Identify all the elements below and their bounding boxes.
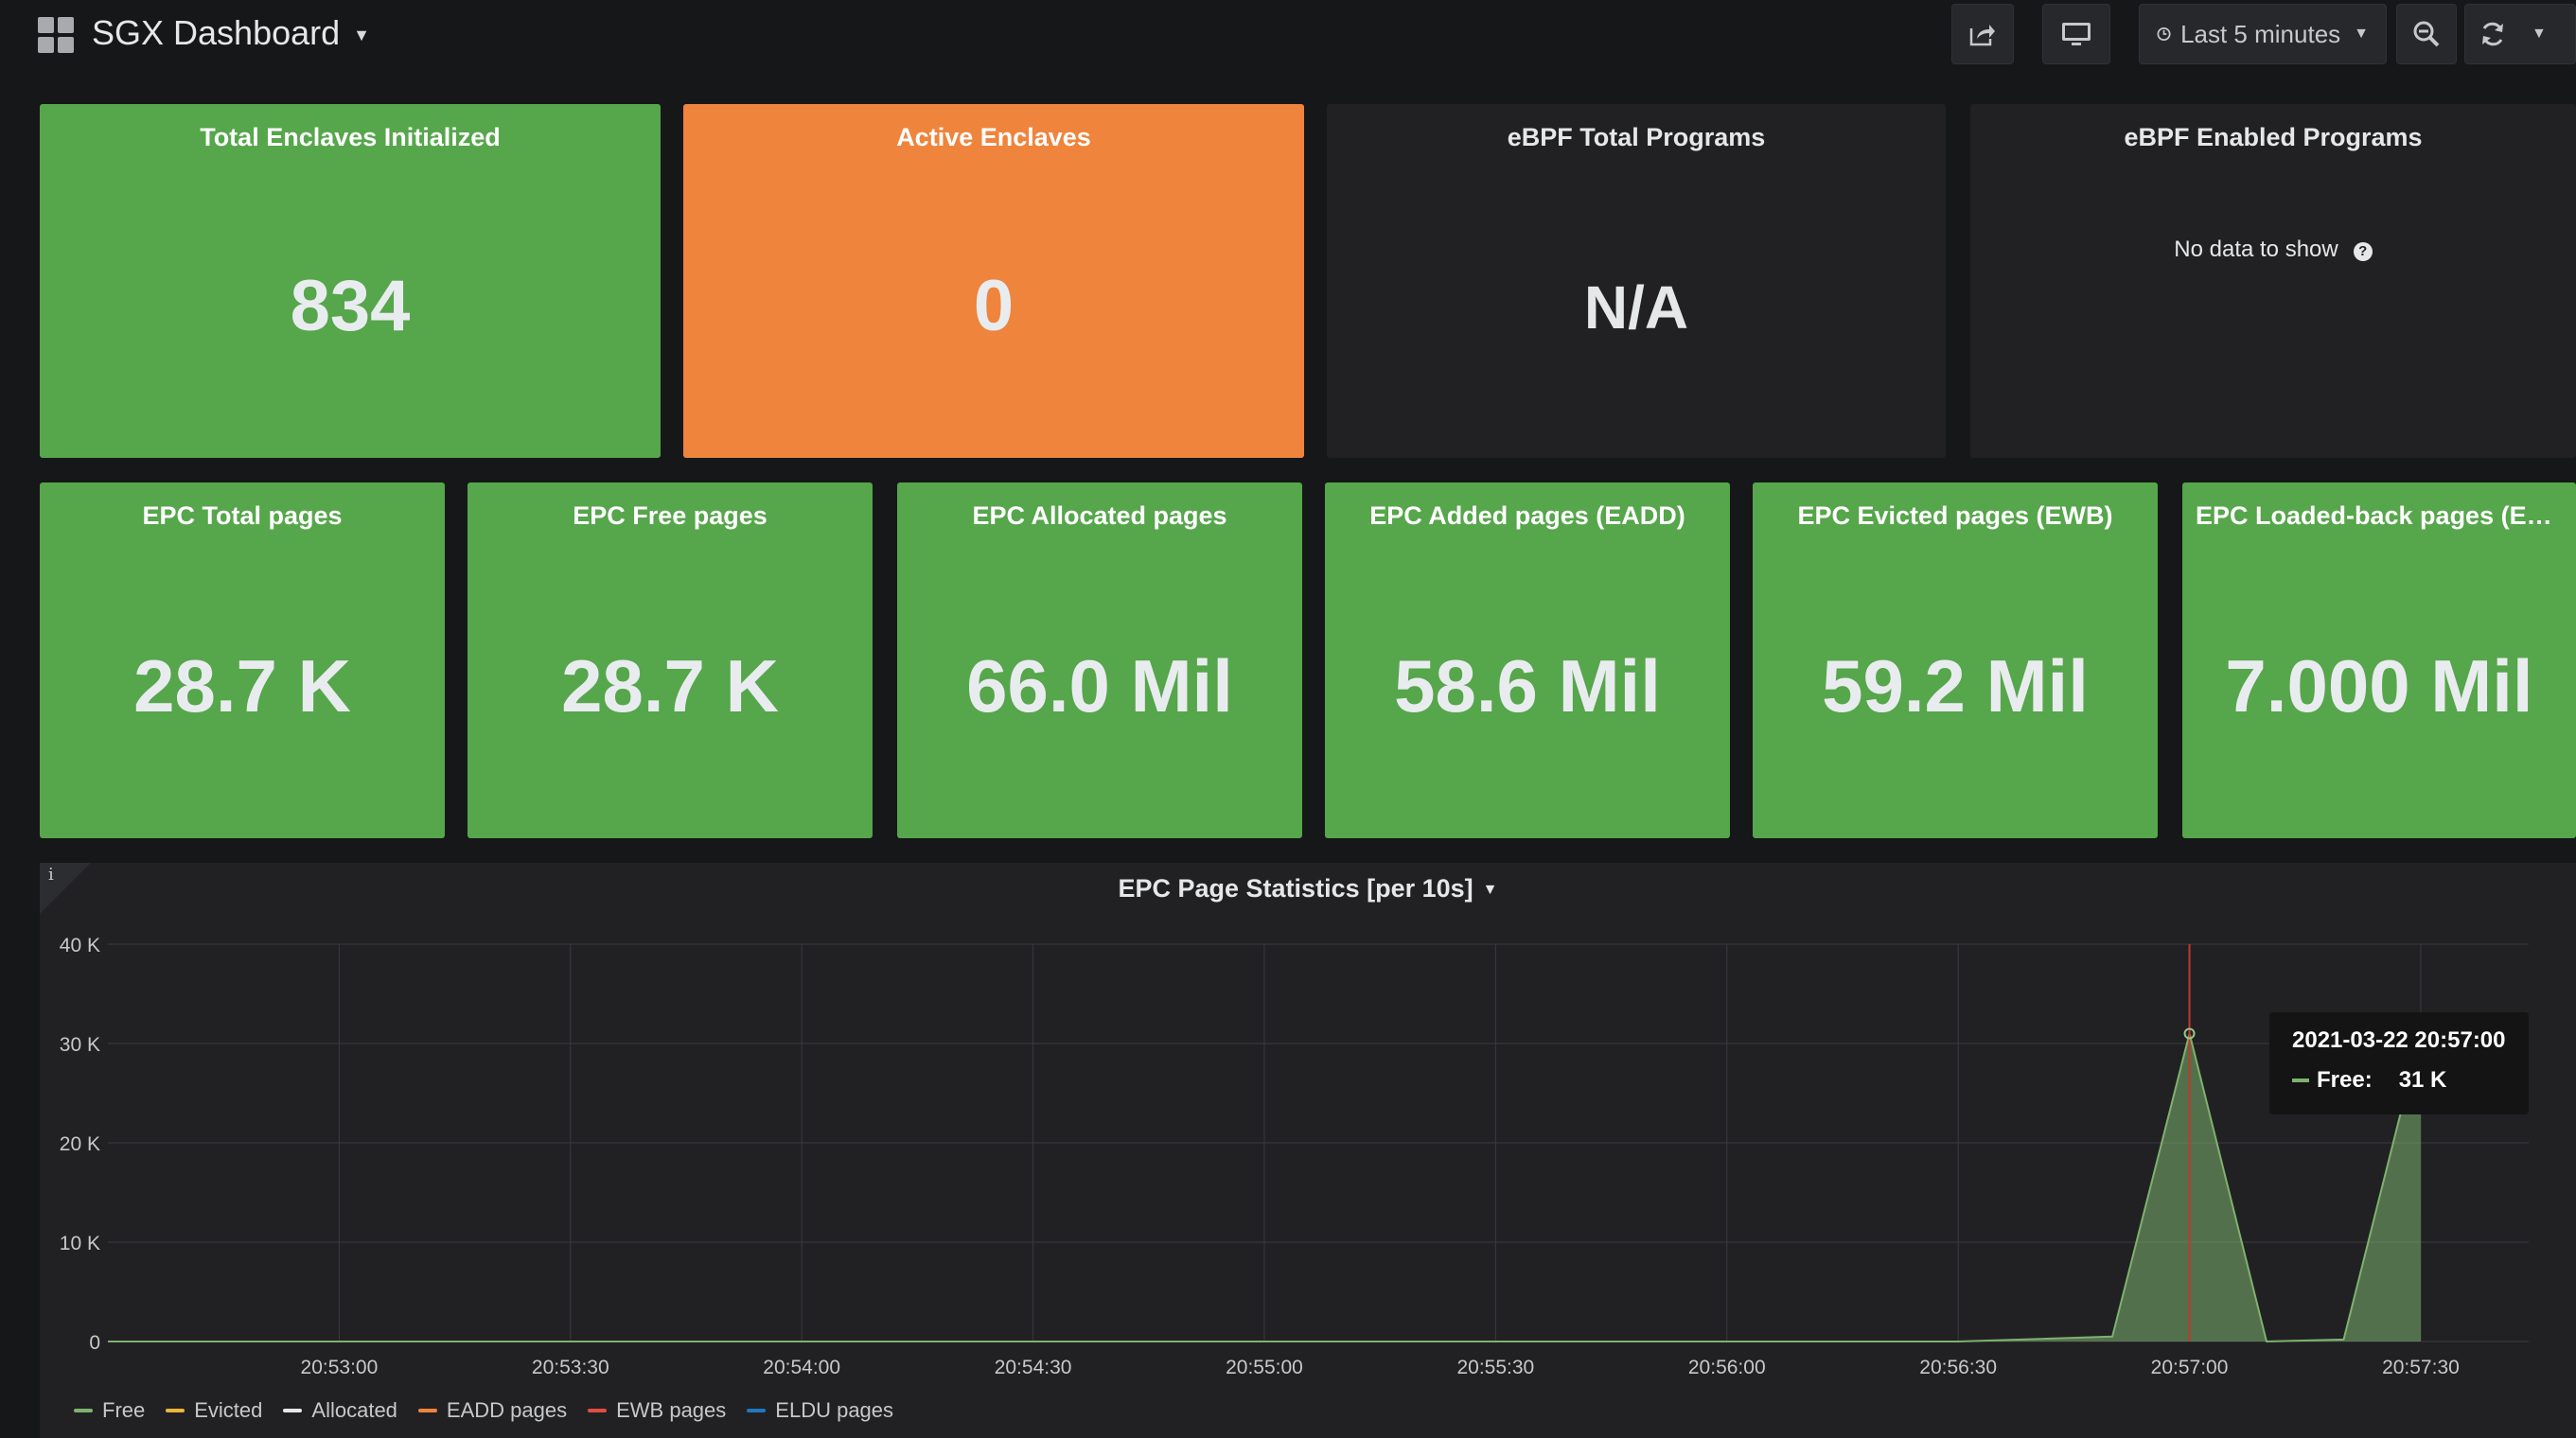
x-tick-label: 20:56:30	[1919, 1357, 1997, 1378]
x-tick-label: 20:56:00	[1688, 1357, 1766, 1378]
chevron-down-icon: ▼	[2354, 26, 2369, 42]
legend-label: ELDU pages	[775, 1398, 894, 1422]
stat-value: 28.7 K	[561, 644, 779, 728]
panel-title: Total Enclaves Initialized	[200, 123, 501, 151]
caret-down-icon: ▼	[1482, 882, 1498, 898]
legend-label: Free	[102, 1398, 146, 1422]
clock-icon	[2157, 26, 2171, 42]
panel-title: EPC Evicted pages (EWB)	[1797, 501, 2113, 530]
x-tick-label: 20:57:30	[2382, 1357, 2460, 1378]
panel-title: EPC Loaded-back pages (EL...	[2196, 501, 2564, 530]
graph-legend: Free Evicted Allocated EADD pages EWB pages E…	[74, 1398, 893, 1423]
stat-panel-epc-free-pages[interactable]: EPC Free pages 28.7 K	[468, 482, 873, 838]
stat-value: 59.2 Mil	[1822, 644, 2089, 728]
graph-tooltip: 2021-03-22 20:57:00 Free: 31 K	[2269, 1012, 2529, 1114]
x-tick-label: 20:55:00	[1226, 1357, 1303, 1378]
legend-swatch	[166, 1409, 185, 1412]
panel-title: EPC Free pages	[573, 501, 768, 530]
legend-item[interactable]: Evicted	[166, 1398, 262, 1423]
legend-label: EADD pages	[446, 1398, 568, 1422]
stat-panel-active-enclaves[interactable]: Active Enclaves 0	[683, 104, 1304, 458]
panel-title: eBPF Total Programs	[1507, 123, 1766, 151]
caret-down-icon: ▼	[353, 25, 370, 44]
question-circle-icon[interactable]: ?	[2353, 242, 2373, 261]
tooltip-series-value: 31 K	[2398, 1067, 2447, 1093]
graph-panel-epc-page-statistics[interactable]: i EPC Page Statistics [per 10s] ▼ 0 10 K 20…	[40, 863, 2576, 1438]
panel-title: EPC Total pages	[142, 501, 343, 530]
x-tick-label: 20:53:00	[301, 1357, 379, 1378]
stat-panel-ebpf-enabled-programs[interactable]: eBPF Enabled Programs No data to show?	[1970, 104, 2576, 458]
stat-value: 834	[290, 266, 411, 346]
zoom-out-icon	[2413, 21, 2440, 47]
legend-label: EWB pages	[616, 1398, 727, 1422]
stat-panel-epc-total-pages[interactable]: EPC Total pages 28.7 K	[40, 482, 445, 838]
legend-swatch	[747, 1409, 767, 1412]
time-range-label: Last 5 minutes	[2180, 19, 2341, 48]
x-tick-label: 20:55:30	[1456, 1357, 1534, 1378]
legend-item[interactable]: EADD pages	[417, 1398, 568, 1423]
x-tick-label: 20:53:30	[532, 1357, 609, 1378]
x-tick-label: 20:57:00	[2151, 1357, 2229, 1378]
stat-value: N/A	[1583, 273, 1689, 342]
refresh-button[interactable]: ▼	[2464, 4, 2576, 64]
stat-panel-total-enclaves[interactable]: Total Enclaves Initialized 834	[40, 104, 661, 458]
share-button[interactable]	[1951, 4, 2014, 64]
tooltip-series-name: Free:	[2317, 1067, 2373, 1093]
stat-panel-ebpf-total-programs[interactable]: eBPF Total Programs N/A	[1327, 104, 1946, 458]
legend-label: Allocated	[311, 1398, 397, 1422]
dashboard-title: SGX Dashboard	[92, 13, 341, 52]
zoom-out-button[interactable]	[2396, 4, 2457, 64]
legend-item[interactable]: EWB pages	[588, 1398, 726, 1423]
legend-swatch	[283, 1409, 303, 1412]
stat-value: 7.000 Mil	[2225, 644, 2533, 728]
top-navbar: SGX Dashboard ▼ Last 5 minutes ▼	[0, 0, 2576, 72]
legend-label: Evicted	[194, 1398, 263, 1422]
y-tick-label: 20 K	[60, 1133, 100, 1155]
legend-swatch	[588, 1409, 608, 1412]
stat-value: 28.7 K	[133, 644, 351, 728]
y-tick-label: 30 K	[60, 1034, 100, 1056]
panel-title: EPC Added pages (EADD)	[1369, 501, 1685, 530]
info-icon[interactable]: i	[48, 865, 54, 885]
panel-title: Active Enclaves	[896, 123, 1091, 151]
legend-swatch	[417, 1409, 437, 1412]
stat-value: 58.6 Mil	[1394, 644, 1661, 728]
y-tick-label: 40 K	[60, 935, 100, 956]
stat-panel-epc-loaded-back-pages[interactable]: EPC Loaded-back pages (EL... 7.000 Mil	[2182, 482, 2576, 838]
chart-plot-area[interactable]: 0 10 K 20 K 30 K 40 K 20:53:00 20:53:30 20:54:0…	[40, 863, 2576, 1393]
x-tick-label: 20:54:00	[763, 1357, 840, 1378]
tv-mode-button[interactable]	[2042, 4, 2110, 64]
x-tick-label: 20:54:30	[995, 1357, 1072, 1378]
stat-panel-epc-added-pages[interactable]: EPC Added pages (EADD) 58.6 Mil	[1325, 482, 1730, 838]
tv-mode-icon	[2062, 23, 2091, 45]
stat-value: 66.0 Mil	[966, 644, 1233, 728]
legend-item[interactable]: ELDU pages	[747, 1398, 893, 1423]
panel-info-corner[interactable]	[40, 863, 91, 914]
y-tick-label: 0	[89, 1332, 100, 1354]
panel-title: eBPF Enabled Programs	[2124, 123, 2423, 151]
dashboard-title-dropdown[interactable]: SGX Dashboard ▼	[92, 13, 370, 53]
graph-title-dropdown[interactable]: EPC Page Statistics [per 10s] ▼	[40, 874, 2576, 903]
y-tick-label: 10 K	[60, 1233, 100, 1254]
time-range-picker[interactable]: Last 5 minutes ▼	[2139, 4, 2387, 64]
panel-title: EPC Allocated pages	[972, 501, 1227, 530]
refresh-icon	[2482, 22, 2503, 46]
no-data-text: No data to show	[2174, 237, 2338, 262]
stat-value: 0	[973, 266, 1015, 346]
share-icon	[1969, 25, 1995, 46]
hover-point	[2183, 1027, 2196, 1040]
stat-panel-epc-allocated-pages[interactable]: EPC Allocated pages 66.0 Mil	[897, 482, 1302, 838]
no-data-message: No data to show?	[1970, 237, 2576, 263]
tooltip-series-swatch	[2292, 1078, 2309, 1082]
graph-title: EPC Page Statistics [per 10s]	[1118, 874, 1473, 903]
legend-swatch	[74, 1409, 93, 1412]
legend-item[interactable]: Allocated	[283, 1398, 397, 1423]
stat-panel-epc-evicted-pages[interactable]: EPC Evicted pages (EWB) 59.2 Mil	[1753, 482, 2158, 838]
tooltip-time: 2021-03-22 20:57:00	[2292, 1027, 2506, 1053]
refresh-interval-caret-icon[interactable]: ▼	[2532, 26, 2547, 42]
apps-grid-icon[interactable]	[38, 17, 74, 53]
legend-item[interactable]: Free	[74, 1398, 145, 1423]
